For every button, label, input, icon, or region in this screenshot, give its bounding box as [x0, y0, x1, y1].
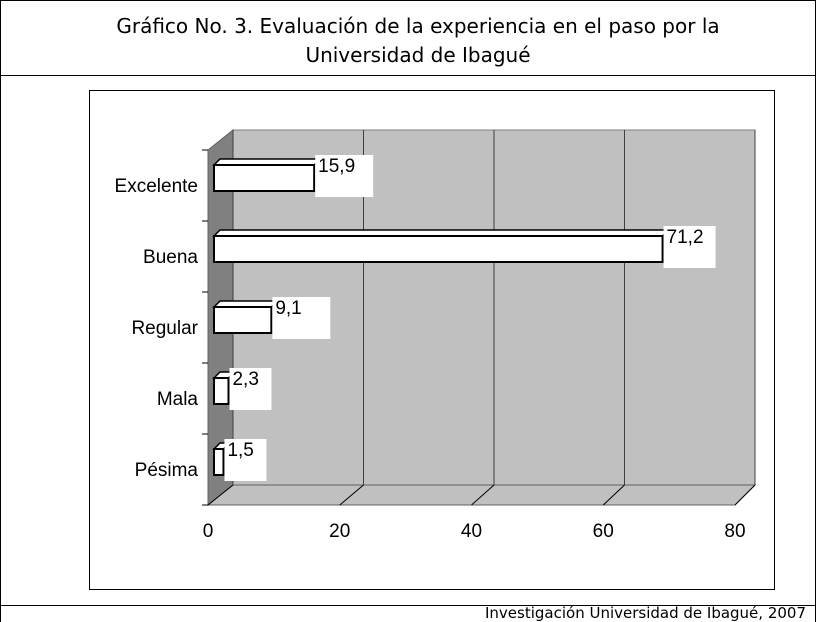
value-label: 1,5: [227, 440, 253, 461]
value-label: 9,1: [275, 298, 301, 319]
floor-line: [471, 484, 495, 506]
chart-title: Universidad de Ibagué: [305, 43, 530, 67]
floor-line: [339, 484, 364, 506]
x-tick-label: 20: [329, 521, 350, 542]
y-tick-label: Buena: [143, 247, 198, 268]
bar: [213, 235, 664, 263]
value-label: 15,9: [318, 156, 355, 177]
bar: [213, 306, 273, 334]
label-box: [224, 439, 267, 481]
value-label: 2,3: [232, 369, 258, 390]
label-box: [663, 226, 716, 268]
y-tick-label: Excelente: [115, 176, 198, 197]
source: Investigación Universidad de Ibagué, 200…: [485, 604, 806, 622]
floor-line: [602, 484, 625, 506]
x-tick-label: 60: [593, 521, 614, 542]
bar: [213, 164, 316, 192]
bar: [213, 448, 225, 476]
x-tick-label: 80: [724, 521, 745, 542]
label-box: [272, 297, 331, 339]
floor-line: [734, 484, 756, 506]
label-box: [229, 368, 272, 410]
value-label: 71,2: [667, 227, 704, 248]
y-tick-label: Regular: [131, 318, 198, 339]
floor: [206, 484, 757, 506]
x-tick-label: 40: [461, 521, 482, 542]
label-box: [315, 155, 374, 197]
chart-title: Gráfico No. 3. Evaluación de la experien…: [116, 14, 719, 38]
x-tick-label: 0: [203, 521, 214, 542]
y-tick-label: Pésima: [135, 460, 199, 481]
floor-line: [207, 484, 234, 506]
y-tick-label: Mala: [157, 389, 199, 410]
bar: [213, 377, 230, 405]
